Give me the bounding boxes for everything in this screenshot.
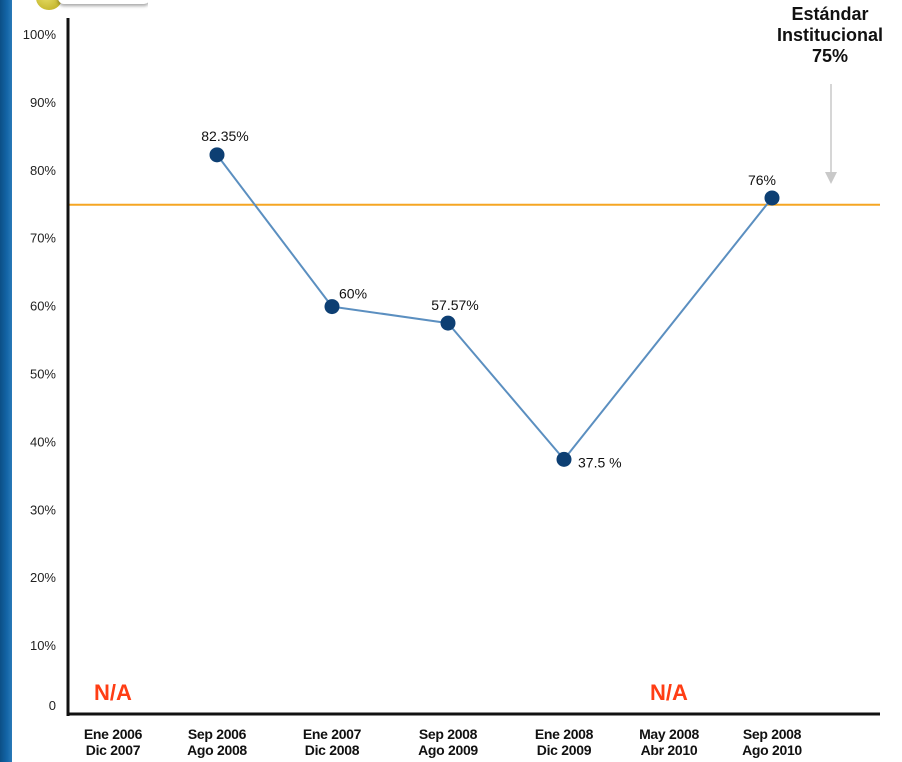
x-tick-label: Sep 2008	[419, 726, 478, 742]
x-tick-label: Dic 2009	[537, 742, 592, 758]
data-point	[556, 451, 572, 467]
data-point	[209, 147, 225, 163]
logo-disc	[36, 0, 62, 10]
series-line-segment	[447, 322, 565, 461]
na-label: N/A	[94, 680, 132, 705]
x-tick-label: Sep 2008	[743, 726, 802, 742]
data-point	[764, 190, 780, 206]
y-tick-label: 20%	[30, 570, 56, 585]
data-label: 82.35%	[201, 128, 248, 144]
y-tick-label: 0	[49, 698, 56, 713]
data-label: 60%	[339, 286, 367, 302]
x-tick-label: Ago 2010	[742, 742, 802, 758]
logo-bar	[58, 0, 148, 4]
na-label: N/A	[650, 680, 688, 705]
standard-callout: Estándar Institucional 75%	[760, 4, 900, 67]
x-tick-label: Ene 2006	[84, 726, 143, 742]
x-tick-label: Sep 2006	[188, 726, 247, 742]
y-tick-label: 40%	[30, 434, 56, 449]
callout-line-1: Estándar	[791, 4, 869, 24]
series-line-segment	[216, 154, 333, 308]
series-line-segment	[563, 197, 773, 460]
x-tick-label: Ene 2008	[535, 726, 594, 742]
y-tick-label: 90%	[30, 95, 56, 110]
x-tick-label: Ene 2007	[303, 726, 362, 742]
x-tick-label: Ago 2009	[418, 742, 478, 758]
data-label: 57.57%	[431, 297, 478, 313]
logo-fragment	[28, 0, 148, 12]
data-label: 37.5 %	[578, 454, 622, 470]
x-tick-label: Dic 2007	[86, 742, 141, 758]
callout-line-3: 75%	[811, 46, 849, 66]
x-tick-label: May 2008	[639, 726, 699, 742]
y-tick-label: 50%	[30, 367, 56, 382]
series-line-segment	[331, 305, 449, 325]
callout-line-2: Institucional	[776, 25, 883, 45]
y-tick-label: 80%	[30, 163, 56, 178]
data-label: 76%	[748, 172, 776, 188]
left-decorative-stripe	[0, 0, 12, 762]
x-tick-label: Dic 2008	[305, 742, 360, 758]
y-tick-label: 60%	[30, 299, 56, 314]
y-tick-label: 30%	[30, 502, 56, 517]
y-tick-label: 10%	[30, 638, 56, 653]
data-point	[440, 315, 456, 331]
y-tick-label: 100%	[23, 27, 57, 42]
x-tick-label: Ago 2008	[187, 742, 247, 758]
x-tick-label: Abr 2010	[641, 742, 698, 758]
y-tick-label: 70%	[30, 231, 56, 246]
data-point	[324, 299, 340, 315]
